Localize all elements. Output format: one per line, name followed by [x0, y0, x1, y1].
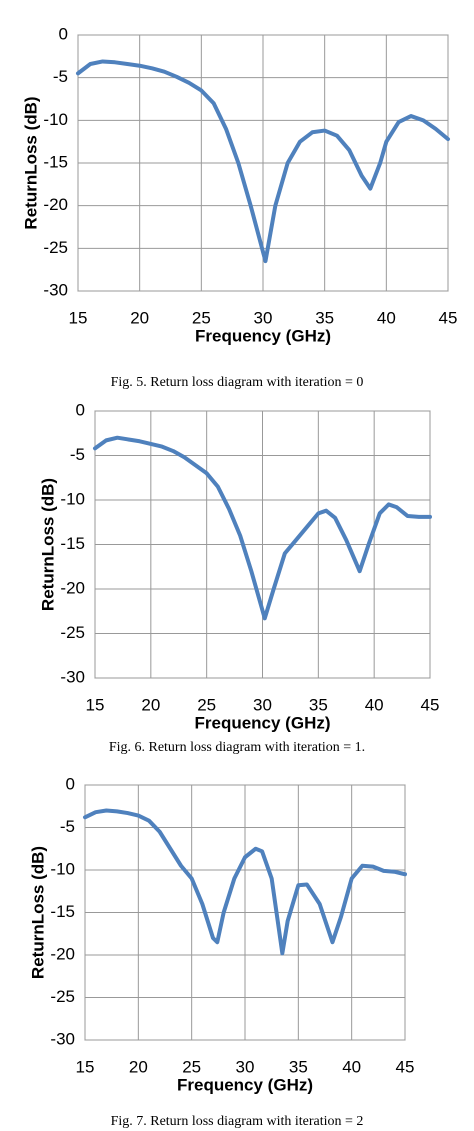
- y-tick-label: -20: [43, 195, 68, 214]
- data-line: [83, 808, 407, 956]
- y-tick-label: -10: [60, 489, 85, 508]
- data-line: [93, 435, 432, 621]
- x-tick-label: 40: [342, 1057, 361, 1076]
- x-tick-label: 35: [309, 695, 328, 714]
- x-tick-label: 45: [439, 308, 458, 327]
- y-tick-label: -15: [50, 902, 75, 921]
- y-tick-label: -25: [50, 987, 75, 1006]
- y-tick-label: -25: [60, 623, 85, 642]
- y-tick-label: -20: [50, 944, 75, 963]
- x-tick-label: 45: [396, 1057, 415, 1076]
- x-tick-label: 15: [86, 695, 105, 714]
- x-tick-label: 35: [315, 308, 334, 327]
- y-tick-label: -30: [43, 280, 68, 299]
- y-tick-label: -5: [53, 67, 68, 86]
- y-tick-label: -30: [60, 667, 85, 686]
- y-axis-label: ReturnLoss (dB): [38, 478, 57, 611]
- x-tick-label: 25: [192, 308, 211, 327]
- x-tick-label: 20: [129, 1057, 148, 1076]
- x-tick-label: 35: [289, 1057, 308, 1076]
- data-line: [76, 59, 450, 264]
- caption: Fig. 7. Return loss diagram with iterati…: [111, 1114, 364, 1129]
- y-tick-label: 0: [59, 24, 68, 43]
- x-axis-label: Frequency (GHz): [194, 713, 330, 732]
- x-tick-label: 30: [236, 1057, 255, 1076]
- x-tick-label: 40: [365, 695, 384, 714]
- x-tick-label: 45: [421, 695, 440, 714]
- y-tick-label: -15: [60, 534, 85, 553]
- y-tick-label: -5: [60, 817, 75, 836]
- caption: Fig. 6. Return loss diagram with iterati…: [109, 740, 365, 755]
- y-tick-label: -10: [43, 110, 68, 129]
- x-tick-label: 40: [377, 308, 396, 327]
- caption: Fig. 5. Return loss diagram with iterati…: [111, 375, 364, 390]
- x-axis-label: Frequency (GHz): [195, 326, 331, 345]
- x-tick-label: 30: [253, 695, 272, 714]
- y-tick-label: -20: [60, 578, 85, 597]
- y-tick-label: 0: [76, 400, 85, 419]
- x-tick-label: 25: [197, 695, 216, 714]
- y-axis-label: ReturnLoss (dB): [28, 846, 47, 979]
- x-tick-label: 30: [254, 308, 273, 327]
- x-tick-label: 25: [182, 1057, 201, 1076]
- x-tick-label: 20: [141, 695, 160, 714]
- x-tick-label: 20: [130, 308, 149, 327]
- y-tick-label: -30: [50, 1029, 75, 1048]
- y-tick-label: -5: [70, 445, 85, 464]
- y-tick-label: -25: [43, 238, 68, 257]
- y-axis-label: ReturnLoss (dB): [21, 96, 40, 229]
- x-tick-label: 15: [69, 308, 88, 327]
- y-tick-label: -15: [43, 152, 68, 171]
- x-tick-label: 15: [76, 1057, 95, 1076]
- y-tick-label: -10: [50, 859, 75, 878]
- x-axis-label: Frequency (GHz): [177, 1075, 313, 1094]
- y-tick-label: 0: [66, 774, 75, 793]
